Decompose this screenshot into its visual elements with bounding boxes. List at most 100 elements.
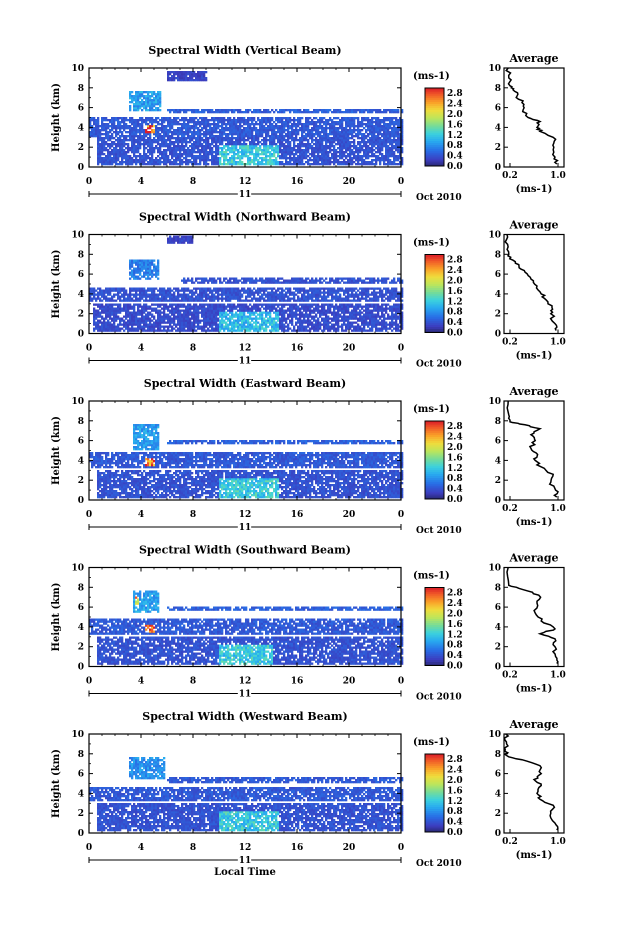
heatmap-cell: [363, 145, 365, 147]
heatmap-cell: [281, 135, 283, 137]
heatmap-cell: [381, 133, 383, 135]
heatmap-cell: [251, 147, 253, 149]
heatmap-cell: [301, 145, 303, 147]
heatmap-cell: [267, 127, 269, 129]
heatmap-cell: [335, 153, 337, 155]
heatmap-cell: [109, 145, 111, 147]
heatmap-cell: [177, 330, 179, 332]
heatmap-cell: [397, 163, 399, 165]
heatmap-cell: [263, 111, 265, 113]
heatmap-cell: [121, 153, 123, 155]
heatmap-cell: [207, 324, 209, 326]
heatmap-cell: [319, 143, 321, 145]
heatmap-cell: [139, 103, 141, 105]
heatmap-cell: [373, 153, 375, 155]
heatmap-cell: [221, 143, 223, 145]
heatmap-cell: [241, 157, 243, 159]
heatmap-cell: [143, 161, 145, 163]
heatmap-cell: [211, 326, 213, 328]
heatmap-cell: [119, 304, 121, 306]
heatmap-cell: [131, 139, 133, 141]
heatmap-cell: [175, 290, 177, 292]
heatmap-cell: [153, 300, 155, 302]
heatmap-cell: [359, 145, 361, 147]
heatmap-cell: [271, 123, 273, 125]
heatmap-cell: [339, 151, 341, 153]
heatmap-cell: [205, 137, 207, 139]
heatmap-cell: [177, 290, 179, 292]
heatmap-cell: [185, 79, 187, 81]
heatmap-cell: [141, 105, 143, 107]
heatmap-cell: [161, 288, 163, 290]
heatmap-cell: [187, 330, 189, 332]
heatmap-cell: [215, 131, 217, 133]
heatmap-cell: [213, 139, 215, 141]
heatmap-cell: [225, 125, 227, 127]
heatmap-cell: [165, 149, 167, 151]
heatmap-cell: [215, 125, 217, 127]
heatmap-cell: [171, 296, 173, 298]
heatmap-cell: [173, 131, 175, 133]
heatmap-cell: [301, 131, 303, 133]
heatmap-cell: [255, 135, 257, 137]
heatmap-cell: [335, 151, 337, 153]
heatmap-cell: [193, 151, 195, 153]
heatmap-cell: [139, 143, 141, 145]
heatmap-cell: [371, 151, 373, 153]
heatmap-cell: [243, 139, 245, 141]
heatmap-cell: [177, 298, 179, 300]
heatmap-cell: [169, 71, 171, 73]
heatmap-cell: [181, 147, 183, 149]
heatmap-cell: [233, 133, 235, 135]
heatmap-cell: [357, 133, 359, 135]
heatmap-cell: [313, 127, 315, 129]
heatmap-cell: [359, 155, 361, 157]
heatmap-cell: [153, 290, 155, 292]
heatmap-cell: [93, 320, 95, 322]
heatmap-cell: [331, 127, 333, 129]
heatmap-cell: [205, 278, 207, 280]
heatmap-cell: [363, 149, 365, 151]
heatmap-cell: [143, 95, 145, 97]
heatmap-cell: [183, 316, 185, 318]
heatmap-cell: [111, 119, 113, 121]
heatmap-cell: [359, 123, 361, 125]
heatmap-cell: [375, 137, 377, 139]
heatmap-cell: [117, 292, 119, 294]
heatmap-cell: [197, 109, 199, 111]
heatmap-cell: [139, 147, 141, 149]
heatmap-cell: [199, 117, 201, 119]
heatmap-cell: [143, 133, 145, 135]
heatmap-cell: [133, 318, 135, 320]
heatmap-cell: [295, 153, 297, 155]
heatmap-cell: [249, 153, 251, 155]
heatmap-cell: [101, 153, 103, 155]
heatmap-cell: [135, 155, 137, 157]
heatmap-cell: [337, 159, 339, 161]
heatmap-cell: [387, 119, 389, 121]
heatmap-cell: [301, 157, 303, 159]
heatmap-cell: [287, 149, 289, 151]
heatmap-cell: [237, 135, 239, 137]
heatmap-cell: [203, 133, 205, 135]
heatmap-cell: [307, 125, 309, 127]
heatmap-cell: [347, 119, 349, 121]
heatmap-cell: [157, 137, 159, 139]
heatmap-cell: [349, 151, 351, 153]
heatmap-cell: [193, 133, 195, 135]
heatmap-cell: [227, 119, 229, 121]
heatmap-cell: [267, 147, 269, 149]
heatmap-cell: [243, 117, 245, 119]
heatmap-cell: [107, 143, 109, 145]
heatmap-cell: [153, 304, 155, 306]
heatmap-cell: [235, 149, 237, 151]
heatmap-cell: [381, 119, 383, 121]
heatmap-cell: [175, 298, 177, 300]
heatmap-cell: [157, 262, 159, 264]
heatmap-cell: [249, 159, 251, 161]
heatmap-cell: [319, 149, 321, 151]
heatmap-cell: [143, 155, 145, 157]
heatmap-cell: [157, 296, 159, 298]
heatmap-cell: [367, 119, 369, 121]
heatmap-cell: [217, 149, 219, 151]
